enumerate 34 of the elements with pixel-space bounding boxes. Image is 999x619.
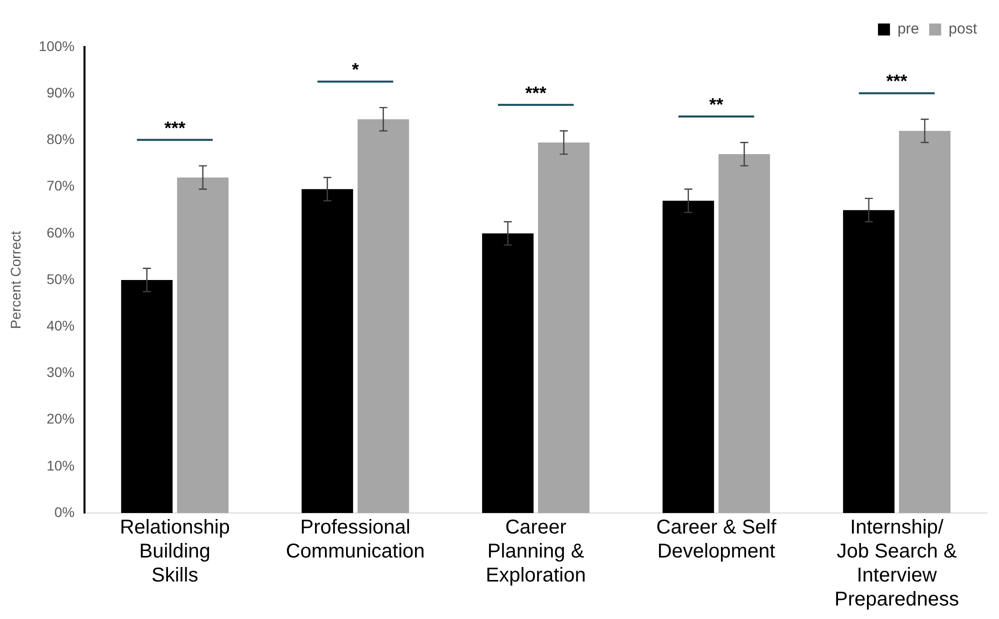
annotation: ***	[886, 71, 908, 92]
annotation: ***	[164, 118, 186, 138]
x-tick-label: Career Planning & Exploration	[486, 516, 586, 587]
bar	[662, 200, 714, 513]
annotation: *	[352, 60, 359, 80]
y-tick-label: 10%	[46, 457, 75, 474]
x-tick-label: Career & Self Development	[656, 516, 777, 563]
y-tick-label: 60%	[46, 224, 75, 240]
y-tick-label: 100%	[38, 38, 75, 54]
y-tick-label: 0%	[54, 504, 75, 520]
x-tick-label: Relationship Building Skills	[120, 516, 230, 587]
bar	[302, 189, 354, 513]
bar	[358, 119, 410, 513]
y-tick-label: 20%	[46, 410, 75, 427]
bar	[538, 142, 590, 513]
y-tick-label: 80%	[46, 131, 75, 148]
bar	[718, 154, 770, 513]
bar	[121, 280, 173, 513]
y-tick-label: 50%	[46, 270, 75, 287]
bar	[843, 210, 895, 513]
bar	[482, 233, 534, 513]
y-tick-label: 70%	[46, 178, 75, 194]
legend-label: post	[948, 20, 978, 38]
y-tick-label: 90%	[46, 84, 75, 100]
bar	[177, 177, 229, 513]
x-tick-label: Internship/ Job Search & Interview Preparedness	[834, 516, 960, 611]
y-tick-label: 30%	[46, 364, 75, 380]
annotation: ***	[525, 82, 546, 103]
annotation: **	[709, 94, 724, 114]
y-tick-label: 40%	[46, 317, 75, 334]
bar	[899, 130, 950, 513]
x-tick-label: Professional Communication	[286, 516, 425, 563]
legend-label: pre	[897, 20, 920, 38]
y-axis-title: Percent Correct	[7, 230, 24, 330]
